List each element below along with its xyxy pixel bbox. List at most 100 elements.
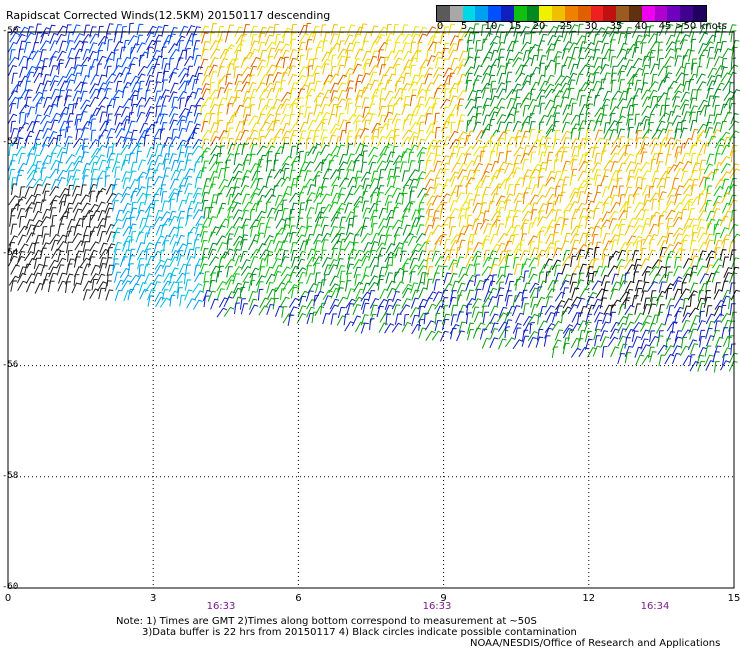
wind-barb xyxy=(154,210,163,222)
wind-barb xyxy=(57,75,68,87)
wind-barb xyxy=(416,114,426,126)
wind-barb xyxy=(282,280,293,292)
wind-barb xyxy=(666,225,674,238)
wind-barb xyxy=(65,281,71,293)
wind-barb xyxy=(351,41,360,53)
wind-barb xyxy=(503,193,514,204)
wind-barb xyxy=(328,201,338,213)
wind-barb xyxy=(391,219,403,230)
wind-barb xyxy=(105,73,117,84)
wind-barb xyxy=(223,248,234,259)
wind-barb xyxy=(466,214,473,227)
wind-barb xyxy=(538,184,548,196)
wind-barb xyxy=(143,134,150,147)
wind-barb xyxy=(543,258,553,270)
wind-barb xyxy=(635,176,642,188)
wind-barb xyxy=(451,262,458,275)
wind-barb xyxy=(683,137,693,149)
wind-barb xyxy=(719,131,730,142)
wind-barb xyxy=(33,257,41,270)
wind-barb xyxy=(664,283,675,294)
wind-barb xyxy=(297,282,304,294)
wind-barb xyxy=(619,328,627,340)
wind-barb xyxy=(184,289,193,301)
wind-barb xyxy=(682,178,693,189)
wind-barb xyxy=(49,195,60,206)
wind-barb xyxy=(79,257,91,268)
wind-barb xyxy=(137,202,145,214)
wind-barb xyxy=(280,176,291,187)
wind-barb xyxy=(416,281,425,293)
wind-barb xyxy=(378,169,385,181)
wind-barb xyxy=(617,162,627,174)
wind-barb xyxy=(705,22,712,35)
wind-barb xyxy=(584,279,595,291)
wind-barb xyxy=(378,105,386,117)
wind-barb xyxy=(393,167,400,179)
wind-barb xyxy=(187,226,198,237)
wind-barb xyxy=(226,24,235,36)
wind-barb xyxy=(656,335,664,347)
wind-barb xyxy=(242,224,249,237)
wind-barb xyxy=(207,206,214,219)
wind-barb xyxy=(18,266,27,278)
wind-barb xyxy=(184,137,195,148)
wind-barb xyxy=(563,232,571,245)
wind-barb xyxy=(482,210,490,222)
wind-barb xyxy=(624,272,630,285)
wind-barb xyxy=(495,106,506,117)
wind-barb xyxy=(280,98,291,109)
wind-barb xyxy=(489,305,499,317)
wind-barb xyxy=(632,336,642,348)
wind-barb xyxy=(481,123,493,134)
wind-barb xyxy=(299,121,309,133)
wind-barb xyxy=(337,55,346,67)
wind-barb xyxy=(191,123,201,135)
wind-barb xyxy=(146,25,157,37)
wind-barb xyxy=(434,319,442,332)
wind-barb xyxy=(473,255,482,267)
wind-barb xyxy=(522,33,530,45)
wind-barb xyxy=(323,264,332,276)
wind-barb xyxy=(31,41,39,54)
wind-barb xyxy=(458,32,469,43)
wind-barb xyxy=(282,103,291,115)
wind-barb xyxy=(161,280,172,291)
wind-barb xyxy=(274,177,286,188)
wind-barb xyxy=(320,111,331,123)
wind-barb xyxy=(235,34,246,45)
wind-barb xyxy=(698,347,708,358)
wind-barb xyxy=(567,42,578,53)
wind-barb xyxy=(675,72,686,83)
wind-barb xyxy=(194,247,201,259)
wind-barb xyxy=(448,23,456,36)
wind-barb xyxy=(384,323,395,334)
wind-barb xyxy=(471,298,482,309)
wind-barb xyxy=(337,89,347,101)
wind-barb xyxy=(32,210,42,222)
wind-barb xyxy=(721,192,731,204)
wind-barb xyxy=(336,82,346,93)
wind-barb xyxy=(458,73,467,85)
wind-barb xyxy=(275,282,286,293)
wind-barb xyxy=(234,302,240,315)
wind-barb xyxy=(65,154,76,165)
wind-barb xyxy=(377,126,383,139)
wind-barb xyxy=(99,111,107,123)
wind-barb xyxy=(337,280,345,293)
wind-barb xyxy=(171,96,179,109)
wind-barb xyxy=(217,25,225,38)
wind-barb xyxy=(363,82,373,94)
wind-barb xyxy=(506,26,516,37)
wind-barb xyxy=(129,47,136,59)
wind-barb xyxy=(607,178,616,190)
wind-barb xyxy=(706,335,715,347)
wind-barb xyxy=(226,233,234,245)
wind-barb xyxy=(600,336,610,348)
wind-barb xyxy=(529,287,539,299)
wind-barb xyxy=(227,216,234,228)
wind-barb xyxy=(331,247,339,260)
wind-barb xyxy=(530,66,541,78)
wind-barb xyxy=(601,254,609,267)
wind-barb xyxy=(689,328,698,340)
